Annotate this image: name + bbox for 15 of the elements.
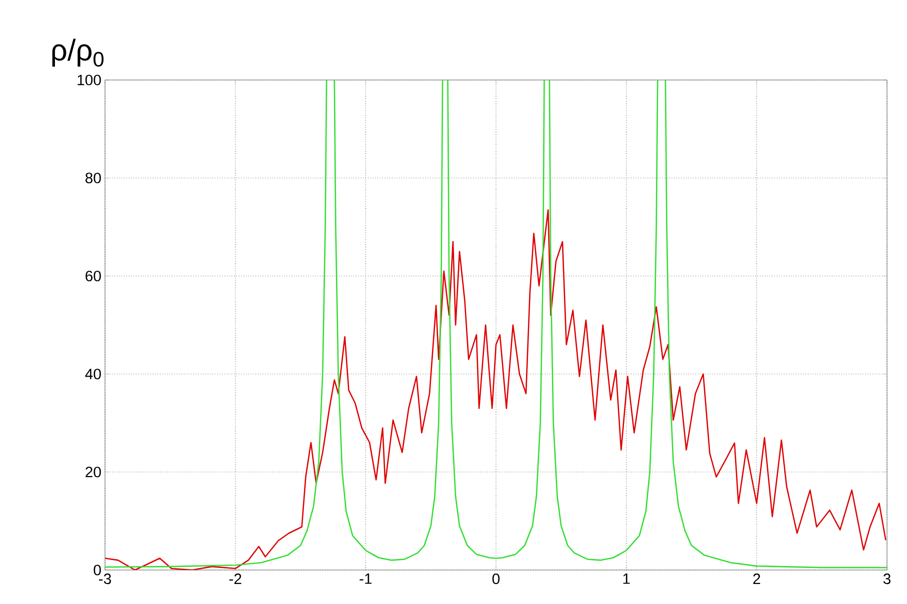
y-tick-label: 0 — [94, 564, 101, 576]
y-tick-label: 80 — [86, 172, 101, 184]
y-tick-label: 60 — [86, 270, 101, 282]
x-tick-label: 0 — [492, 574, 500, 584]
y-tick-label: 20 — [86, 466, 101, 478]
x-tick-label: -1 — [360, 574, 372, 584]
x-tick-label: 1 — [623, 574, 630, 584]
y-tick-label: 40 — [85, 368, 101, 380]
line-series — [105, 209, 886, 570]
x-tick-label: 2 — [753, 574, 760, 584]
y-axis-title: ρ/ρ$_{0}$ — [52, 38, 104, 67]
y-tick-label: 100 — [78, 74, 101, 86]
x-tick-label: 3 — [883, 574, 891, 584]
x-tick-label: -3 — [99, 574, 111, 584]
x-tick-label: -2 — [229, 574, 242, 584]
